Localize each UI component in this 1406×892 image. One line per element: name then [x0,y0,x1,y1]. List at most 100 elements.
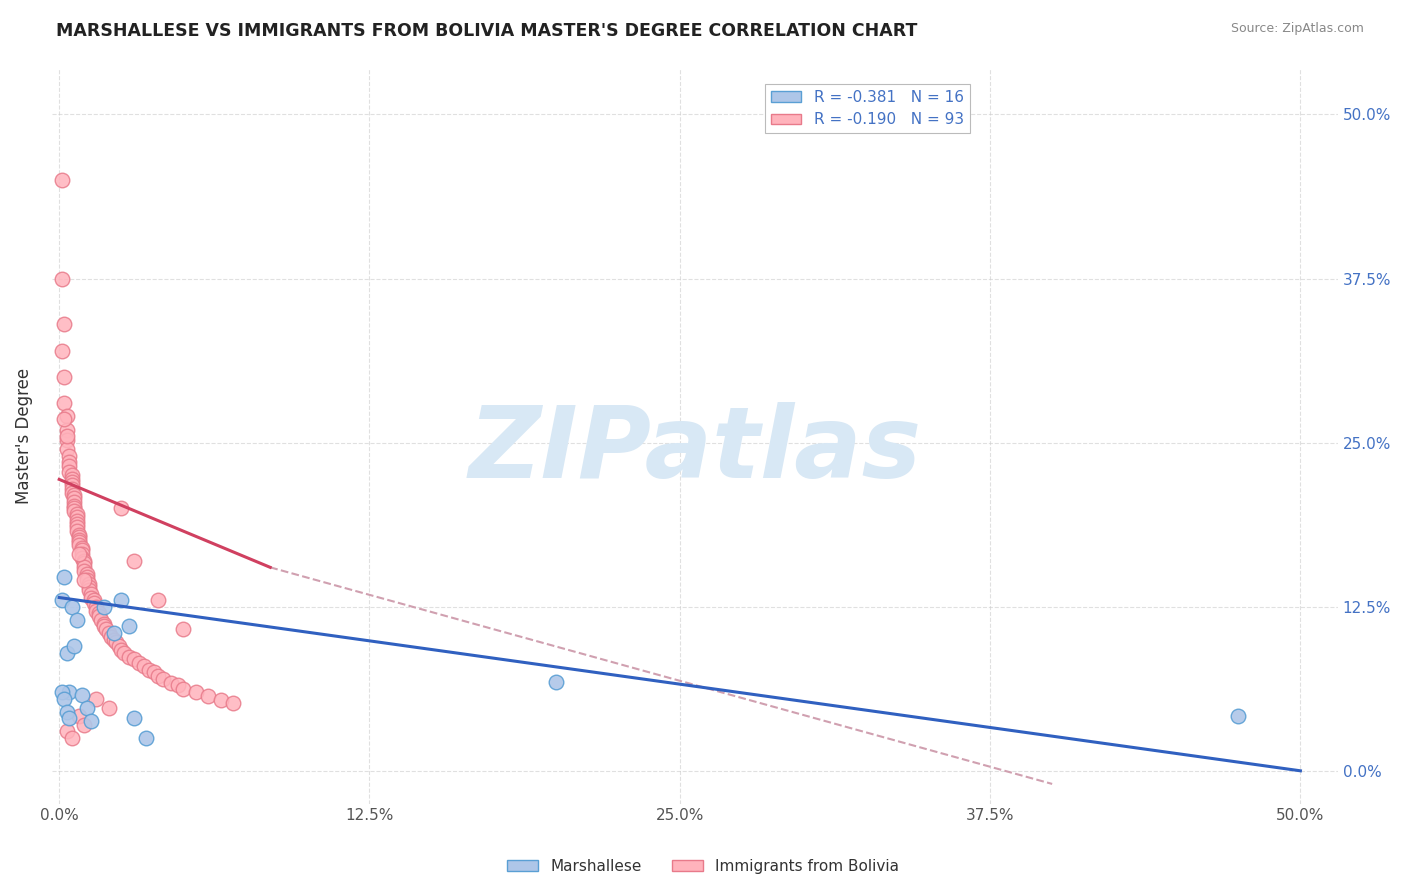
Point [77,582,100,597]
Point [58,455,80,469]
Point [63,494,86,508]
Point [93,616,115,631]
Point [76,700,98,714]
Point [93,619,115,633]
Point [65,613,87,627]
Point [73,557,96,571]
Point [60,477,83,491]
Point [142,665,165,680]
Point [67,547,90,561]
Text: ZIPatlas: ZIPatlas [468,402,921,500]
Point [63,501,86,516]
Point [60,475,83,489]
Point [70,551,93,566]
Point [135,731,157,745]
Point [51,343,73,358]
Point [128,656,150,670]
Point [209,693,232,707]
Point [83,596,105,610]
Point [63,639,86,653]
Point [60,485,83,500]
Point [55,705,77,719]
Point [73,554,96,568]
Point [132,658,155,673]
Point [97,700,120,714]
Point [118,619,141,633]
Text: MARSHALLESE VS IMMIGRANTS FROM BOLIVIA MASTER'S DEGREE CORRELATION CHART: MARSHALLESE VS IMMIGRANTS FROM BOLIVIA M… [56,22,918,40]
Point [172,622,194,636]
Point [51,173,73,187]
Point [77,580,100,594]
Point [53,412,76,426]
Point [76,574,98,588]
Point [55,409,77,424]
Point [67,527,90,541]
Point [90,613,112,627]
Point [65,516,87,531]
Point [73,574,96,588]
Point [73,718,96,732]
Point [148,593,170,607]
Point [160,676,183,690]
Point [80,714,103,728]
Point [55,433,77,447]
Point [107,639,129,653]
Point [76,569,98,583]
Point [110,593,132,607]
Point [55,646,77,660]
Point [53,318,76,332]
Point [122,554,145,568]
Point [58,449,80,463]
Point [63,491,86,505]
Point [77,577,100,591]
Point [67,535,90,549]
Point [58,459,80,474]
Point [63,488,86,502]
Point [110,643,132,657]
Point [60,599,83,614]
Point [55,429,77,443]
Point [70,688,93,702]
Point [65,519,87,533]
Point [172,682,194,697]
Point [83,593,105,607]
Point [222,696,245,710]
Point [55,724,77,739]
Point [1227,708,1250,723]
Point [55,442,77,457]
Point [100,630,122,644]
Point [53,691,76,706]
Point [53,569,76,583]
Point [138,663,160,677]
Point [96,622,118,636]
Point [51,271,73,285]
Point [65,524,87,538]
Point [148,669,170,683]
Point [65,515,87,529]
Point [58,711,80,725]
Point [65,510,87,524]
Point [63,504,86,518]
Point [76,566,98,581]
Point [70,543,93,558]
Point [103,626,125,640]
Point [67,708,90,723]
Y-axis label: Master's Degree: Master's Degree [15,368,32,504]
Point [58,465,80,479]
Point [122,652,145,666]
Point [86,604,108,618]
Point [67,530,90,544]
Point [544,674,567,689]
Point [70,541,93,555]
Point [51,685,73,699]
Point [105,635,128,649]
Point [86,599,108,614]
Point [184,685,207,699]
Point [65,507,87,521]
Point [60,482,83,496]
Point [87,608,110,623]
Point [60,468,83,483]
Point [80,591,103,605]
Point [97,626,120,640]
Point [55,423,77,437]
